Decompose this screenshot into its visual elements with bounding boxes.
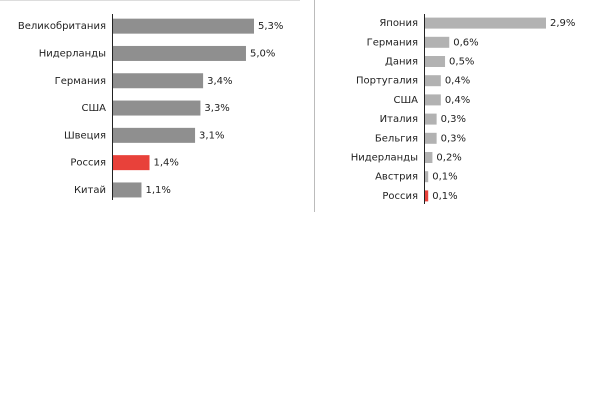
- bar: [424, 171, 429, 183]
- bar: [112, 155, 150, 171]
- bar: [424, 17, 546, 29]
- bar: [424, 132, 437, 144]
- value-label: 2,9%: [550, 18, 575, 29]
- value-label: 0,4%: [445, 76, 470, 87]
- bar: [112, 182, 142, 198]
- category-label: Италия: [380, 114, 418, 125]
- category-label: Германия: [55, 76, 106, 87]
- category-label: США: [81, 103, 106, 114]
- category-label: Нидерланды: [351, 153, 418, 164]
- value-label: 0,2%: [436, 153, 461, 164]
- value-label: 0,3%: [441, 133, 466, 144]
- category-label: Португалия: [356, 76, 418, 87]
- category-label: Нидерланды: [39, 48, 106, 59]
- value-label: 0,6%: [453, 37, 478, 48]
- bar: [112, 127, 196, 143]
- value-label: 0,5%: [449, 57, 474, 68]
- value-label: 1,4%: [154, 158, 179, 169]
- value-label: 3,3%: [204, 103, 229, 114]
- category-label: Россия: [70, 158, 106, 169]
- value-label: 0,4%: [445, 95, 470, 106]
- category-label: Япония: [379, 18, 418, 29]
- bar: [424, 36, 450, 48]
- value-label: 1,1%: [145, 185, 170, 196]
- bar: [424, 113, 437, 125]
- bar: [112, 18, 254, 34]
- bar: [424, 94, 441, 106]
- value-label: 0,1%: [432, 172, 457, 183]
- category-label: Великобритания: [18, 21, 106, 32]
- bar: [424, 56, 446, 67]
- category-label: Германия: [367, 37, 418, 48]
- value-label: 0,1%: [432, 191, 457, 202]
- category-label: Швеция: [64, 130, 106, 141]
- bar: [424, 75, 441, 87]
- value-label: 5,0%: [250, 48, 275, 59]
- category-label: Россия: [382, 191, 418, 202]
- value-label: 3,1%: [199, 130, 224, 141]
- value-label: 3,4%: [207, 76, 232, 87]
- category-label: Австрия: [375, 172, 418, 183]
- bar: [112, 45, 246, 61]
- bar: [424, 190, 429, 202]
- bar: [112, 73, 204, 89]
- category-label: Бельгия: [375, 133, 418, 144]
- bar: [424, 152, 433, 163]
- value-label: 0,3%: [441, 114, 466, 125]
- category-label: Китай: [74, 185, 106, 196]
- bar: [112, 100, 201, 116]
- category-label: Дания: [385, 57, 418, 68]
- category-label: США: [393, 95, 418, 106]
- value-label: 5,3%: [258, 21, 283, 32]
